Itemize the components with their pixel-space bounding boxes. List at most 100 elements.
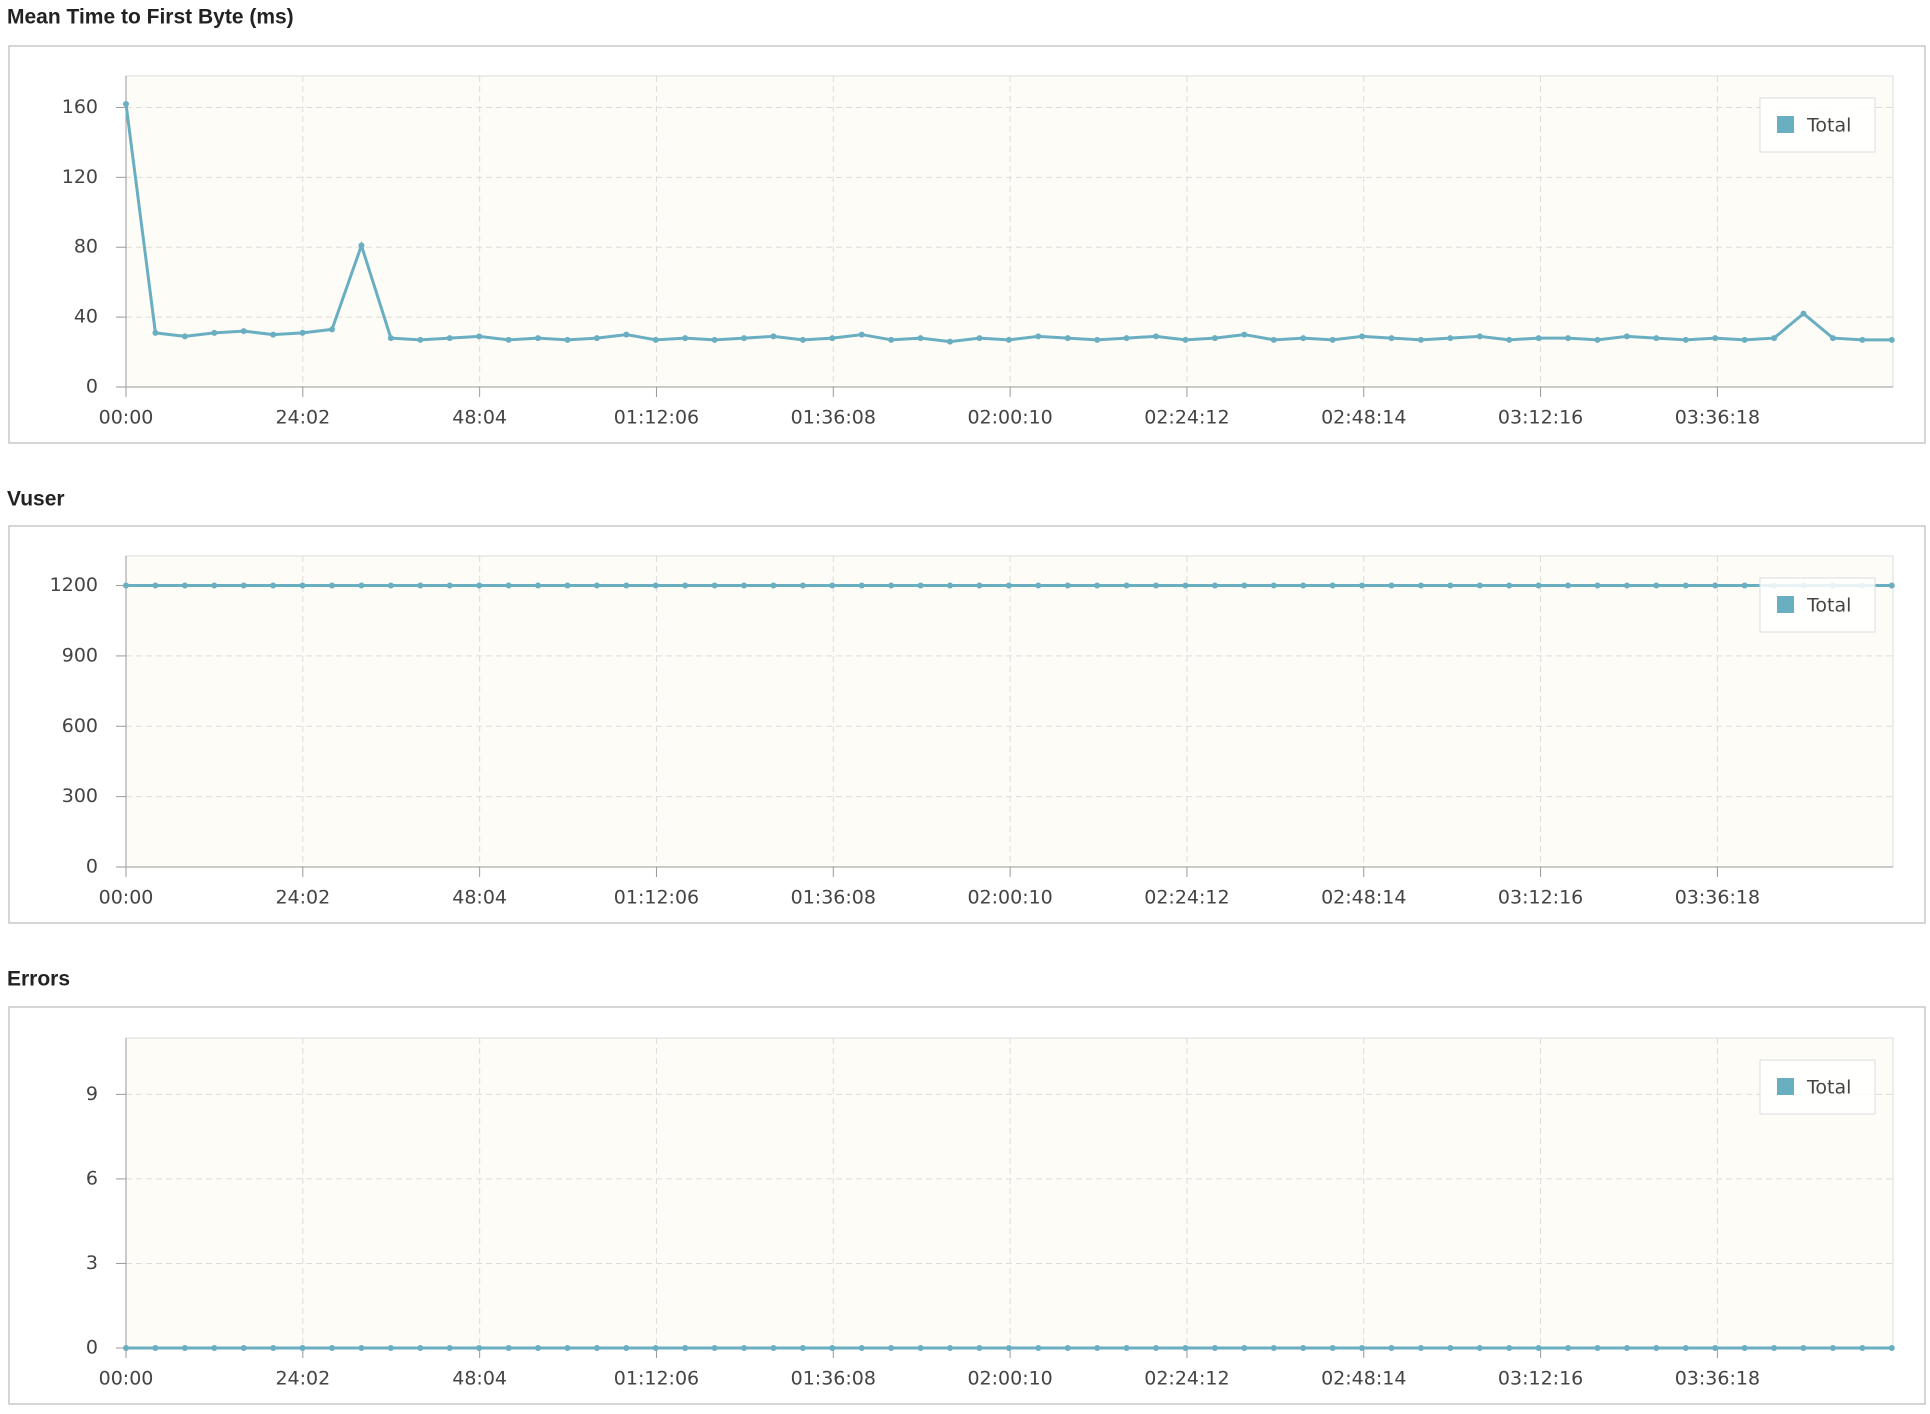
point	[1594, 582, 1601, 589]
x-tick-label: 03:36:18	[1675, 1368, 1760, 1390]
point	[1447, 582, 1454, 589]
y-tick-label: 9	[86, 1083, 98, 1105]
y-tick-label: 600	[62, 715, 98, 737]
point	[1329, 336, 1336, 343]
point	[1270, 336, 1277, 343]
x-tick-label: 01:12:06	[614, 887, 699, 909]
point	[505, 336, 512, 343]
point	[1506, 336, 1513, 343]
x-tick-label: 02:24:12	[1144, 1368, 1229, 1390]
point	[1447, 1345, 1454, 1351]
point	[211, 329, 218, 336]
plot-area	[125, 1037, 1894, 1349]
point	[1741, 1345, 1748, 1351]
point	[652, 336, 659, 343]
point	[888, 336, 895, 343]
point	[1829, 335, 1836, 342]
point	[1094, 1345, 1101, 1351]
point	[299, 329, 306, 336]
point	[1005, 1345, 1012, 1351]
point	[1829, 1345, 1836, 1351]
point	[1594, 1345, 1601, 1351]
x-tick-label: 02:00:10	[967, 887, 1052, 909]
point	[417, 336, 424, 343]
point	[505, 582, 512, 589]
point	[1123, 582, 1130, 589]
point	[652, 582, 659, 589]
point	[1329, 582, 1336, 589]
y-tick-label: 0	[86, 376, 98, 398]
point	[1064, 335, 1071, 342]
point	[1535, 1345, 1542, 1351]
point	[329, 582, 336, 589]
point	[181, 333, 188, 340]
point	[741, 582, 748, 589]
point	[1682, 1345, 1689, 1351]
point	[240, 582, 247, 589]
point	[329, 326, 336, 333]
point	[270, 582, 277, 589]
point	[1565, 335, 1572, 342]
point	[1888, 1345, 1895, 1351]
point	[1064, 1345, 1071, 1351]
chart-title: Vuser	[7, 488, 65, 511]
point	[829, 582, 836, 589]
point	[1005, 336, 1012, 343]
point	[535, 335, 542, 342]
legend-label: Total	[1806, 115, 1851, 137]
point	[1211, 335, 1218, 342]
point	[564, 582, 571, 589]
point	[505, 1345, 512, 1351]
x-tick-label: 02:24:12	[1144, 407, 1229, 429]
point	[1535, 582, 1542, 589]
x-tick-label: 24:02	[275, 407, 330, 429]
point	[1888, 336, 1895, 343]
point	[240, 328, 247, 335]
point	[858, 582, 865, 589]
point	[1388, 582, 1395, 589]
point	[1506, 582, 1513, 589]
point	[1653, 1345, 1660, 1351]
point	[1182, 336, 1189, 343]
x-tick-label: 48:04	[452, 1368, 507, 1390]
point	[1359, 582, 1366, 589]
point	[917, 335, 924, 342]
point	[976, 582, 983, 589]
point	[858, 1345, 865, 1351]
point	[1035, 333, 1042, 340]
x-tick-label: 24:02	[275, 887, 330, 909]
point	[858, 331, 865, 338]
point	[1270, 582, 1277, 589]
x-tick-label: 02:48:14	[1321, 407, 1406, 429]
point	[1623, 333, 1630, 340]
point	[1535, 335, 1542, 342]
point	[623, 582, 630, 589]
point	[1417, 582, 1424, 589]
x-tick-label: 02:48:14	[1321, 1368, 1406, 1390]
point	[711, 1345, 718, 1351]
point	[652, 1345, 659, 1351]
point	[270, 331, 277, 338]
legend-swatch	[1777, 116, 1794, 133]
y-tick-label: 120	[62, 166, 98, 188]
point	[829, 335, 836, 342]
point	[1123, 1345, 1130, 1351]
point	[947, 582, 954, 589]
point	[123, 100, 129, 107]
point	[741, 1345, 748, 1351]
x-tick-label: 02:48:14	[1321, 887, 1406, 909]
point	[1859, 336, 1866, 343]
point	[711, 336, 718, 343]
point	[593, 335, 600, 342]
x-tick-label: 00:00	[99, 1368, 154, 1390]
point	[270, 1345, 277, 1351]
point	[799, 336, 806, 343]
legend-label: Total	[1806, 595, 1851, 617]
point	[1153, 333, 1160, 340]
x-tick-label: 01:36:08	[791, 887, 876, 909]
point	[770, 582, 777, 589]
point	[387, 1345, 394, 1351]
point	[1211, 1345, 1218, 1351]
point	[211, 582, 218, 589]
